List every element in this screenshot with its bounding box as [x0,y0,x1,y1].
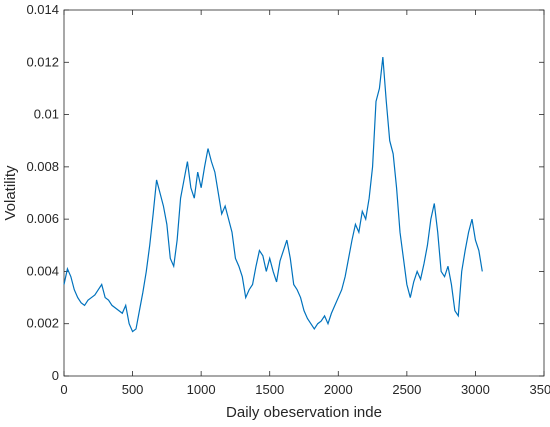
x-tick-label: 1000 [187,382,216,397]
x-tick-label: 0 [60,382,67,397]
y-tick-label: 0.002 [26,316,59,331]
x-tick-label: 2500 [392,382,421,397]
y-tick-label: 0.006 [26,211,59,226]
y-tick-label: 0.004 [26,263,59,278]
x-tick-label: 500 [122,382,144,397]
line-series [63,56,483,333]
y-tick-label: 0 [52,368,59,383]
y-tick-label: 0.01 [34,107,59,122]
x-axis-label: Daily obeservation inde [226,404,382,421]
x-tick-label: 1500 [255,382,284,397]
y-axis-label: Volatility [2,165,19,221]
y-tick-label: 0.012 [26,54,59,69]
plot-area [63,9,545,377]
y-tick-label: 0.014 [26,2,59,17]
x-tick-label: 2000 [324,382,353,397]
x-tick-label: 3000 [461,382,490,397]
y-tick-label: 0.008 [26,159,59,174]
